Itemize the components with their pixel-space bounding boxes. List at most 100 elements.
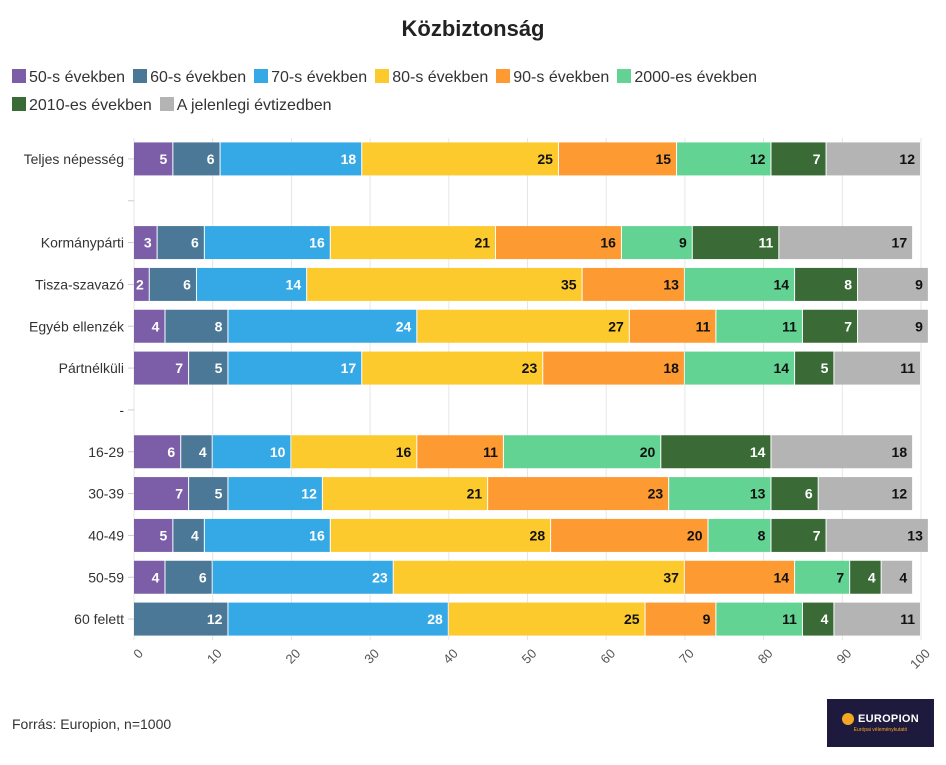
category-label: 30-39 (88, 486, 124, 502)
bar-segment (134, 351, 189, 385)
bar-segment (330, 226, 496, 260)
legend-item: 80-s években (375, 64, 488, 92)
bar-segment (850, 560, 881, 594)
data-label: 8 (758, 527, 766, 543)
data-label: 20 (640, 444, 656, 460)
data-label: 11 (900, 360, 915, 376)
bar-segment (134, 142, 173, 176)
data-label: 8 (215, 318, 223, 334)
bar-segment (204, 226, 330, 260)
bar-segment (771, 435, 913, 469)
x-tick-label: 40 (440, 646, 461, 667)
bar-segment (362, 142, 558, 176)
x-tick-label: 30 (361, 646, 382, 667)
data-label: 4 (191, 527, 199, 543)
bar-segment (684, 267, 795, 301)
bar-segment (228, 602, 448, 636)
x-tick-label: 60 (597, 646, 618, 667)
bar-segment (228, 309, 417, 343)
bar-segment (795, 267, 858, 301)
bar-segment (134, 560, 165, 594)
x-tick-label: 10 (204, 646, 225, 667)
bar-segment (684, 560, 795, 594)
category-label: 40-49 (88, 527, 124, 543)
data-label: 15 (655, 151, 671, 167)
bar-segment (881, 560, 913, 594)
data-label: 10 (270, 444, 286, 460)
bar-segment (621, 226, 692, 260)
data-label: 17 (341, 360, 357, 376)
data-label: 16 (309, 527, 325, 543)
x-tick-label: 100 (907, 646, 933, 672)
data-label: 17 (892, 235, 908, 251)
data-label: 16 (396, 444, 412, 460)
bar-segment (134, 309, 165, 343)
legend-item: 60-s években (133, 64, 246, 92)
data-label: 4 (899, 569, 907, 585)
data-label: 11 (759, 235, 774, 251)
data-label: 11 (900, 611, 915, 627)
data-label: 23 (522, 360, 538, 376)
bar-segment (669, 477, 771, 511)
bar-segment (543, 351, 684, 385)
legend-label: 80-s években (392, 69, 489, 86)
bar-segment (165, 560, 212, 594)
x-tick-label: 70 (676, 646, 697, 667)
legend-swatch (375, 69, 390, 83)
category-label: Tisza-szavazó (35, 276, 124, 292)
legend-swatch (12, 97, 26, 111)
legend-label: 70-s években (271, 69, 368, 86)
data-label: 28 (530, 527, 546, 543)
data-label: 21 (474, 235, 490, 251)
bar-segment (771, 142, 826, 176)
bar-segment (165, 309, 228, 343)
legend-item: 50-s években (12, 64, 125, 92)
bar-segment (771, 518, 826, 552)
x-tick-label: 90 (833, 646, 854, 667)
bar-segment (684, 351, 795, 385)
source-note: Forrás: Europion, n=1000 (12, 716, 172, 732)
bar-segment (558, 142, 677, 176)
data-label: 4 (868, 569, 876, 585)
data-label: 16 (600, 235, 616, 251)
bar-segment (858, 267, 928, 301)
bar-segment (417, 309, 629, 343)
data-label: 20 (687, 527, 703, 543)
data-label: 7 (836, 569, 844, 585)
data-label: 18 (663, 360, 679, 376)
legend-label: 50-s években (29, 69, 126, 86)
logo-subtext: Európai véleménykutató (853, 727, 908, 733)
data-label: 9 (703, 611, 711, 627)
data-label: 9 (915, 276, 923, 292)
x-tick-label: 0 (130, 646, 146, 662)
legend-item: 70-s években (254, 64, 367, 92)
data-label: 14 (774, 276, 790, 292)
legend-swatch (12, 69, 26, 83)
bar-segment (818, 477, 913, 511)
bar-segment (692, 226, 779, 260)
category-label: 50-59 (88, 569, 124, 585)
data-label: 9 (915, 318, 923, 334)
data-label: 4 (152, 318, 160, 334)
bar-segment (503, 435, 661, 469)
legend-item: 2010-es években (12, 92, 152, 120)
data-label: 8 (844, 276, 852, 292)
bar-segment (134, 435, 181, 469)
bar-segment (834, 602, 920, 636)
data-label: 27 (608, 318, 624, 334)
legend-label: 2000-es években (634, 69, 758, 86)
data-label: 4 (821, 611, 829, 627)
bar-segment (716, 602, 802, 636)
data-label: 6 (207, 151, 215, 167)
bar-segment (189, 477, 228, 511)
bar-segment (834, 351, 920, 385)
data-label: 5 (215, 360, 223, 376)
data-label: 37 (663, 569, 679, 585)
data-label: 12 (207, 611, 223, 627)
data-label: 11 (782, 318, 797, 334)
legend-item: 2000-es években (617, 64, 757, 92)
bar-segment (708, 518, 771, 552)
legend-swatch (617, 69, 632, 83)
data-label: 11 (483, 444, 498, 460)
bar-segment (189, 351, 228, 385)
